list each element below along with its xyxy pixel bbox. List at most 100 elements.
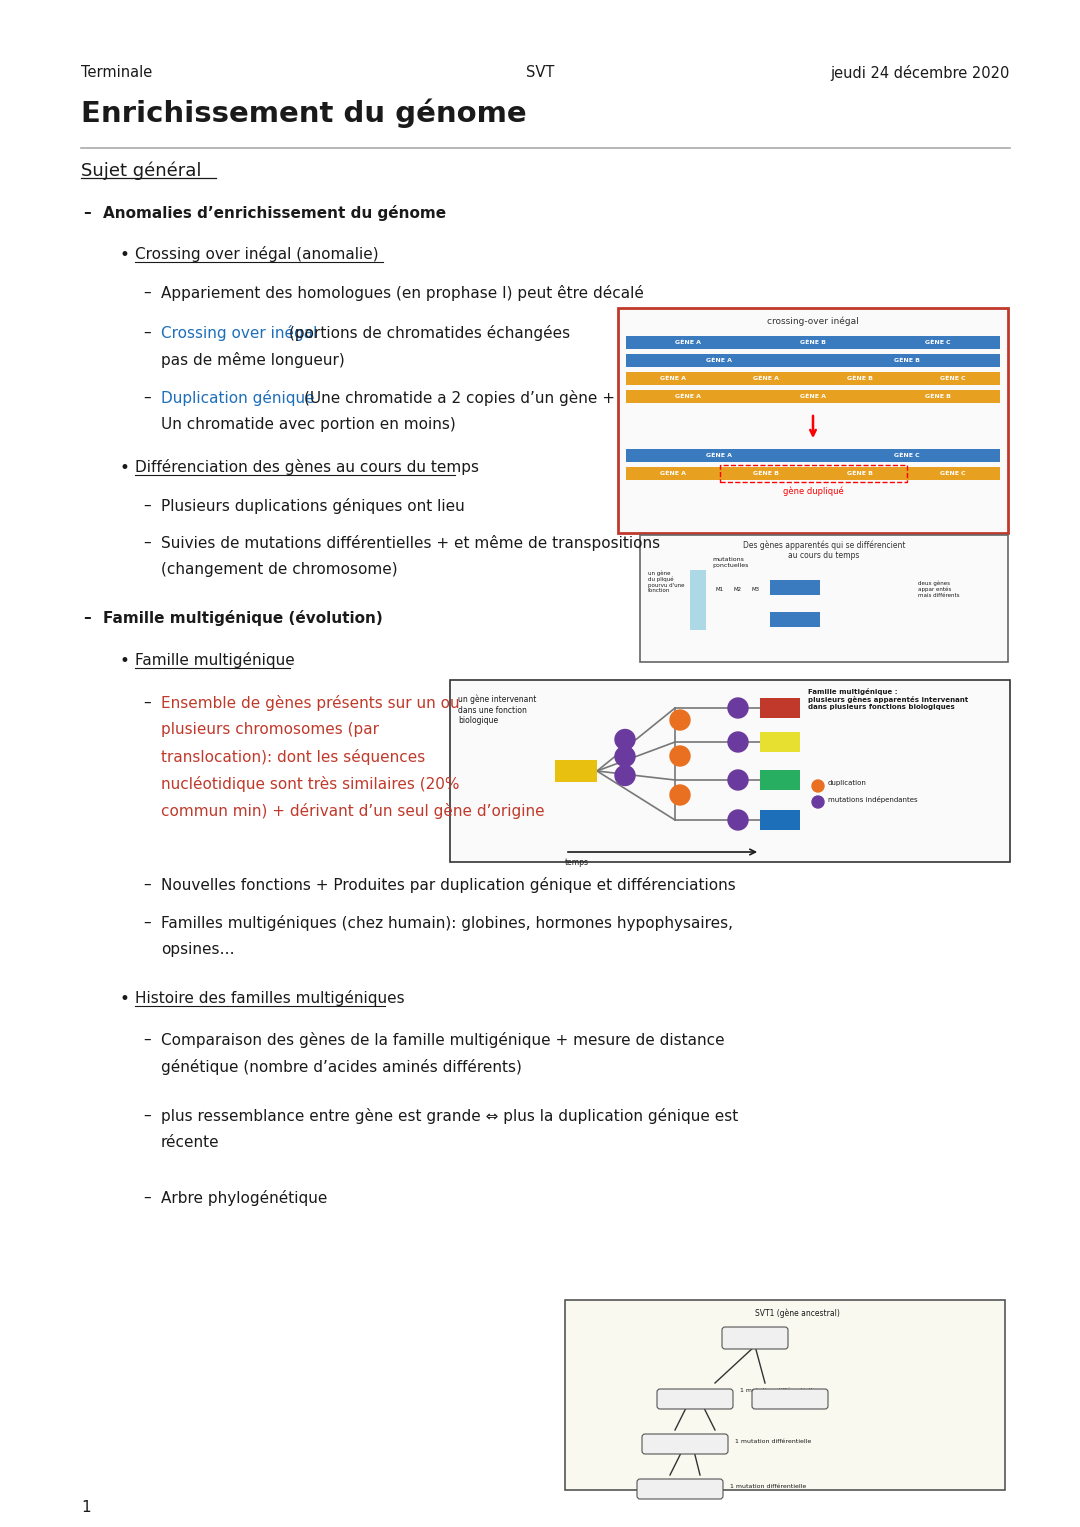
Text: GÈNE A: GÈNE A (675, 341, 701, 345)
Text: 1: 1 (81, 1500, 91, 1515)
Text: Crossing over inégal: Crossing over inégal (161, 325, 318, 341)
Text: M1  M2H    OT: M1 M2H OT (650, 1438, 694, 1445)
Circle shape (615, 747, 635, 767)
Text: duplication: duplication (828, 780, 867, 786)
Text: M: M (622, 753, 629, 759)
Circle shape (670, 747, 690, 767)
Text: M: M (622, 736, 629, 742)
Text: •: • (119, 652, 129, 670)
Text: GÈNE B: GÈNE B (924, 394, 950, 399)
Text: opsines…: opsines… (161, 942, 234, 957)
Text: Différenciation des gènes au cours du temps: Différenciation des gènes au cours du te… (135, 460, 480, 475)
Text: –: – (143, 1109, 150, 1122)
FancyBboxPatch shape (752, 1390, 828, 1409)
Text: Un chromatide avec portion en moins): Un chromatide avec portion en moins) (161, 417, 456, 432)
Text: (portions de chromatides échangées: (portions de chromatides échangées (289, 325, 570, 341)
Text: –: – (143, 389, 150, 405)
Text: un gène intervenant
dans une fonction
biologique: un gène intervenant dans une fonction bi… (458, 695, 537, 725)
Circle shape (728, 809, 748, 831)
Bar (760, 731, 800, 751)
Text: –: – (83, 205, 91, 220)
Text: SVT   OT: SVT OT (765, 1394, 792, 1399)
Text: GÈNE B: GÈNE B (893, 357, 919, 363)
Text: M3: M3 (752, 586, 760, 592)
Text: Famille multigénique :
plusieurs gènes apparentés intervenant
dans plusieurs fon: Famille multigénique : plusieurs gènes a… (808, 689, 969, 710)
Text: GÈNE B: GÈNE B (847, 470, 873, 476)
Bar (626, 354, 1000, 366)
Text: –: – (143, 695, 150, 710)
Text: crossing-over inégal: crossing-over inégal (767, 316, 859, 325)
Text: –: – (143, 1032, 150, 1048)
Text: Crossing over inégal (anomalie): Crossing over inégal (anomalie) (135, 246, 379, 263)
Text: –: – (143, 286, 150, 299)
Text: M: M (734, 777, 742, 783)
Text: commun min) + dérivant d’un seul gène d’origine: commun min) + dérivant d’un seul gène d’… (161, 803, 544, 818)
Text: mutations
ponctuelles: mutations ponctuelles (712, 557, 748, 568)
Text: (changement de chromosome): (changement de chromosome) (161, 562, 397, 577)
Text: Suivies de mutations différentielles + et même de transpositions: Suivies de mutations différentielles + e… (161, 534, 660, 551)
Text: –: – (143, 915, 150, 930)
FancyBboxPatch shape (642, 1434, 728, 1454)
Text: 1 mutation différentielle: 1 mutation différentielle (735, 1438, 811, 1445)
Text: Enrichissement du génome: Enrichissement du génome (81, 98, 527, 127)
Text: génétique (nombre d’acides aminés différents): génétique (nombre d’acides aminés différ… (161, 1060, 522, 1075)
Text: Anomalies d’enrichissement du génome: Anomalies d’enrichissement du génome (103, 205, 446, 221)
Text: Plusieurs duplications géniques ont lieu: Plusieurs duplications géniques ont lieu (161, 498, 464, 515)
Circle shape (812, 780, 824, 793)
Text: D: D (677, 793, 683, 799)
Text: M: M (734, 817, 742, 823)
Circle shape (728, 698, 748, 718)
Text: –: – (143, 325, 150, 341)
Text: Des gènes apparentés qui se différencient
au cours du temps: Des gènes apparentés qui se différencien… (743, 541, 905, 560)
Text: SVT: SVT (526, 66, 554, 79)
Text: GÈNE B: GÈNE B (847, 376, 873, 382)
Bar (626, 389, 1000, 403)
Text: M: M (622, 773, 629, 779)
Text: –: – (83, 609, 91, 625)
Text: gène dupliqué: gène dupliqué (783, 486, 843, 495)
Circle shape (615, 765, 635, 785)
Text: D: D (677, 718, 683, 722)
Bar (760, 770, 800, 789)
Text: plusieurs chromosomes (par: plusieurs chromosomes (par (161, 722, 379, 738)
Circle shape (670, 785, 690, 805)
Circle shape (670, 710, 690, 730)
FancyBboxPatch shape (637, 1480, 723, 1500)
Text: M1: M1 (716, 586, 724, 592)
Text: 1 mutation différentielle: 1 mutation différentielle (730, 1484, 807, 1489)
Text: D: D (677, 753, 683, 759)
Text: –: – (143, 876, 150, 892)
Text: M2: M2 (734, 586, 742, 592)
FancyBboxPatch shape (657, 1390, 733, 1409)
Text: deux gènes
appar entés
mais différents: deux gènes appar entés mais différents (918, 580, 959, 597)
Bar (450, 680, 1010, 863)
Text: Nouvelles fonctions + Produites par duplication génique et différenciations: Nouvelles fonctions + Produites par dupl… (161, 876, 735, 893)
Text: Histoire des familles multigéniques: Histoire des familles multigéniques (135, 989, 405, 1006)
Text: pas de même longueur): pas de même longueur) (161, 353, 345, 368)
Text: Ensemble de gènes présents sur un ou: Ensemble de gènes présents sur un ou (161, 695, 460, 712)
Text: Famille multigénique: Famille multigénique (135, 652, 295, 667)
Bar (626, 373, 1000, 385)
Text: Sujet général: Sujet général (81, 162, 202, 180)
Text: (Une chromatide a 2 copies d’un gène +: (Une chromatide a 2 copies d’un gène + (303, 389, 615, 406)
Text: M1   M2: M1 M2 (665, 1394, 690, 1399)
Text: GÈNE A: GÈNE A (660, 376, 686, 382)
Bar (618, 308, 1008, 533)
Bar (719, 466, 906, 483)
Text: •: • (119, 246, 129, 264)
Circle shape (728, 770, 748, 789)
Text: SVT1 (gène ancestral): SVT1 (gène ancestral) (755, 1309, 840, 1318)
Text: Arbre phylogénétique: Arbre phylogénétique (161, 1190, 327, 1206)
Text: GÈNE A: GÈNE A (706, 454, 732, 458)
Text: GÈNE C: GÈNE C (924, 341, 950, 345)
Text: jeudi 24 décembre 2020: jeudi 24 décembre 2020 (831, 66, 1010, 81)
Text: –: – (143, 1190, 150, 1205)
Circle shape (728, 731, 748, 751)
Bar (760, 698, 800, 718)
Text: GÈNE A: GÈNE A (800, 394, 826, 399)
Text: GÈNE A: GÈNE A (706, 357, 732, 363)
Text: –: – (143, 534, 150, 550)
Bar (640, 534, 1008, 663)
Bar (626, 336, 1000, 350)
Text: récente: récente (161, 1135, 219, 1150)
